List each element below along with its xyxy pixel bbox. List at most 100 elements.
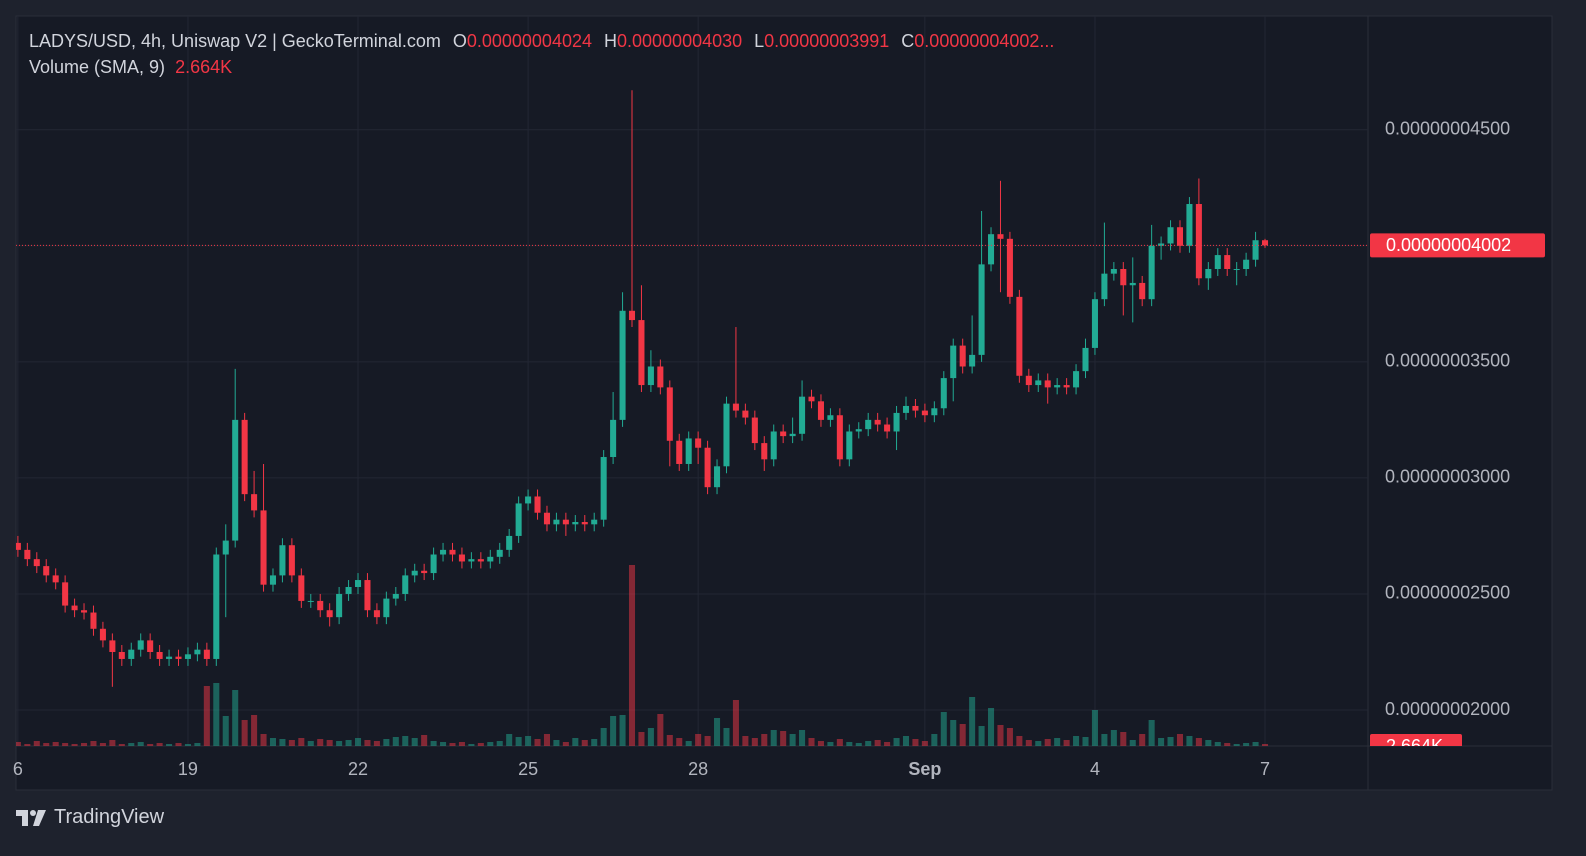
volume-bar (62, 743, 69, 746)
y-tick-label: 0.00000002000 (1385, 699, 1510, 719)
volume-bar (1186, 736, 1193, 746)
volume-bar (71, 744, 78, 746)
volume-bar (383, 739, 390, 746)
x-tick-label: 19 (178, 759, 198, 779)
volume-bar (912, 739, 919, 746)
candle-body (1261, 240, 1269, 246)
candle-body (695, 438, 702, 448)
candle-body (16, 542, 21, 550)
volume-bar (1063, 740, 1070, 746)
volume-bar (893, 738, 900, 746)
volume-bar (827, 742, 834, 746)
candle-body (251, 494, 258, 511)
candle-body (43, 566, 50, 576)
volume-bar (714, 718, 721, 746)
candle-body (33, 559, 40, 567)
volume-bar (751, 738, 758, 746)
volume-bar (884, 742, 891, 746)
candle-body (24, 549, 31, 560)
volume-bar (988, 708, 995, 746)
volume-bar (1120, 732, 1127, 746)
volume-bar (600, 728, 607, 746)
volume-bar (147, 744, 154, 746)
volume-bar (251, 715, 258, 746)
volume-bar (317, 739, 324, 746)
volume-bar (1129, 740, 1136, 746)
volume-bar (33, 741, 40, 746)
candle-body (893, 412, 900, 432)
candle-body (506, 535, 513, 550)
volume-bar (166, 744, 173, 746)
x-tick-label: 7 (1260, 759, 1270, 779)
candle-body (156, 651, 163, 659)
symbol-title: LADYS/USD, 4h, Uniswap V2 | GeckoTermina… (29, 31, 441, 51)
last-price-label: 0.00000004002 (1386, 235, 1511, 255)
candle-body (884, 424, 891, 432)
volume-bar (392, 737, 399, 746)
volume-legend: Volume (SMA, 9) 2.664K (29, 56, 232, 78)
volume-bar (647, 728, 654, 746)
candle-body (203, 649, 210, 659)
chart-panel (15, 15, 1553, 791)
candle-body (109, 640, 116, 652)
volume-bar (865, 741, 872, 746)
candle-body (1082, 347, 1089, 372)
candle-body (1195, 204, 1202, 279)
candle-body (392, 593, 399, 599)
volume-bar (685, 741, 692, 746)
volume-bar (543, 734, 550, 746)
candle-body (1016, 296, 1023, 376)
volume-bar (421, 735, 428, 746)
candle-body (1148, 245, 1155, 300)
last-price-tag (1370, 233, 1545, 258)
volume-bar (1082, 737, 1089, 746)
volume-bar (298, 738, 305, 746)
candle-body (676, 440, 683, 464)
candle-body (241, 419, 248, 495)
volume-bar (496, 741, 503, 746)
brand[interactable]: TradingView (16, 806, 164, 829)
candle-body (751, 417, 758, 444)
candle-body (1054, 385, 1061, 388)
volume-bar (997, 725, 1004, 746)
volume-tag: 2.664K (1370, 734, 1462, 746)
candle-body (402, 575, 409, 594)
volume-bar (628, 565, 636, 746)
candle-body (1091, 299, 1098, 348)
volume-bar (534, 739, 541, 746)
x-tick-label: Sep (908, 759, 941, 779)
candle-body (1120, 269, 1127, 286)
volume-bar (1243, 743, 1250, 746)
volume-bar (326, 740, 333, 746)
candle-body (1167, 227, 1174, 244)
volume-bar (52, 742, 59, 746)
ohlc-value: 0.00000004002... (914, 31, 1055, 51)
candle-body (827, 415, 834, 420)
candle-body (959, 345, 966, 367)
candle-body (175, 656, 182, 659)
candle-body (799, 396, 806, 434)
volume-bar (959, 724, 966, 746)
volume-bar (950, 720, 957, 746)
volume-title: Volume (SMA, 9) (29, 57, 166, 77)
candle-body (789, 433, 796, 437)
volume-bar (572, 738, 579, 746)
volume-bar (194, 743, 201, 746)
legend-header: LADYS/USD, 4h, Uniswap V2 | GeckoTermina… (29, 30, 1054, 52)
x-tick-label: 4 (1090, 759, 1100, 779)
volume-bar (1214, 742, 1221, 746)
volume-bar (373, 741, 380, 746)
ohlc-value: 0.00000004030 (617, 31, 743, 51)
candle-body (430, 554, 437, 574)
ohlc-key: L (754, 31, 765, 51)
candle-body (1158, 243, 1165, 246)
candle-body (458, 554, 465, 562)
volume-bar (1252, 742, 1259, 746)
volume-bar (1158, 738, 1165, 746)
volume-bar (789, 734, 796, 746)
volume-bar (969, 697, 976, 746)
volume-bar (203, 686, 210, 746)
candle-body (1110, 269, 1117, 274)
candle-body (1129, 282, 1136, 286)
candle-body (619, 310, 626, 420)
